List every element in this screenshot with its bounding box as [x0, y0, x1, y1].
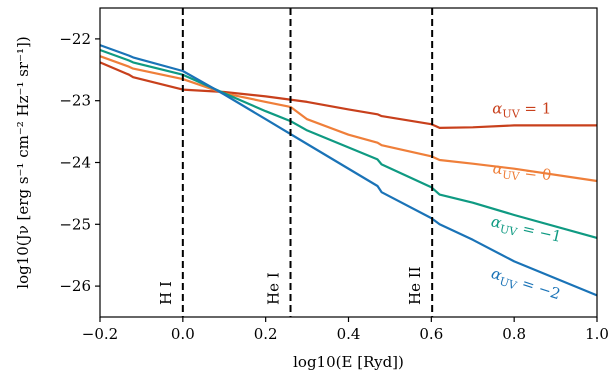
- x-tick-label: 0.6: [419, 325, 443, 343]
- edge-label-0: H I: [157, 281, 175, 305]
- x-tick-label: 0.0: [171, 325, 195, 343]
- series-line-1: [99, 55, 598, 183]
- edge-label-1: He I: [265, 272, 283, 305]
- y-tick-label: −22: [59, 30, 91, 48]
- series-label-0: αUV = 1: [492, 99, 551, 120]
- x-axis-label: log10(E [Ryd]): [293, 353, 404, 371]
- vertical-lines: H I He I He II: [157, 8, 434, 317]
- x-tick-label: 0.4: [337, 325, 361, 343]
- x-tick-label: −0.2: [82, 325, 118, 343]
- x-tick-label: 1.0: [585, 325, 609, 343]
- y-tick-label: −25: [59, 215, 91, 233]
- y-axis-label: log10(Jν [erg s⁻¹ cm⁻² Hz⁻¹ sr⁻¹]): [14, 36, 32, 288]
- series-label-1: αUV = 0: [491, 159, 552, 187]
- series-label-3: αUV = −2: [488, 264, 563, 306]
- y-tick-label: −26: [59, 277, 91, 295]
- edge-label-2: He II: [406, 266, 424, 305]
- series-layer: [99, 44, 598, 297]
- x-tick-label: 0.2: [254, 325, 278, 343]
- ticks: −0.2 0.0 0.2 0.4 0.6 0.8 1.0 −22 −23 −24 −25 −26: [59, 30, 609, 343]
- series-line-3: [99, 44, 598, 297]
- y-tick-label: −23: [59, 92, 91, 110]
- series-line-2: [99, 48, 598, 239]
- y-tick-label: −24: [59, 154, 91, 172]
- x-tick-label: 0.8: [502, 325, 526, 343]
- series-line-0: [99, 61, 597, 130]
